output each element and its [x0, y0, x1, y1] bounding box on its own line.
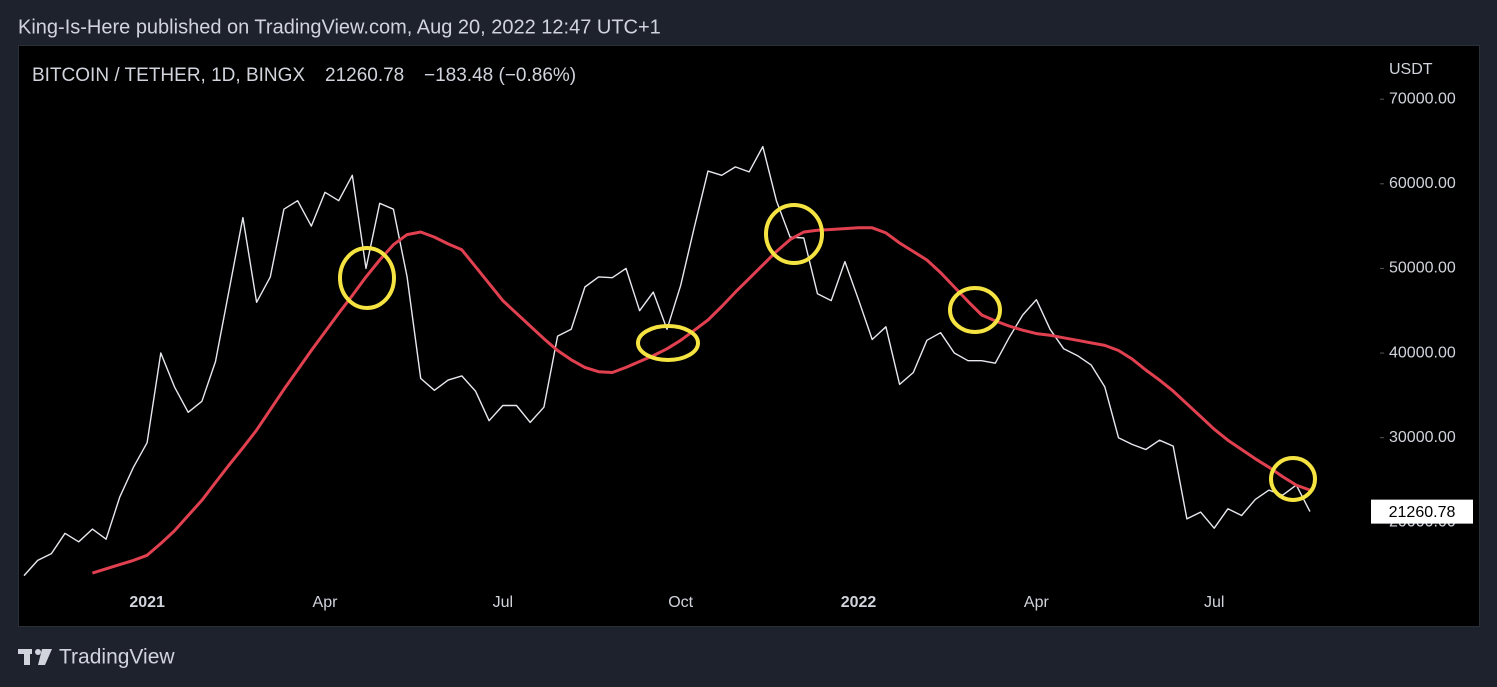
highlight-circle [636, 324, 700, 362]
plot: 20000.0030000.0040000.0050000.0060000.00… [23, 90, 1473, 611]
x-tick-label: 2021 [129, 594, 165, 611]
chart-pane [18, 45, 1480, 627]
y-axis-unit: USDT [1389, 61, 1433, 78]
highlight-circle [338, 246, 396, 310]
footer-brand: TradingView [59, 646, 175, 669]
highlight-circle [1269, 456, 1317, 502]
highlight-circle [764, 203, 824, 265]
last-price: 21260.78 [325, 65, 404, 86]
price-change: −183.48 (−0.86%) [424, 65, 576, 86]
x-tick-label: Apr [313, 594, 339, 611]
last-price-tag: 21260.78 [1371, 499, 1473, 524]
y-tick-label: 30000.00 [1389, 429, 1456, 446]
y-tick-label: 50000.00 [1389, 260, 1456, 277]
highlight-circle [948, 286, 1002, 334]
x-tick-label: Oct [668, 594, 693, 611]
y-tick-label: 40000.00 [1389, 344, 1456, 361]
y-tick-label: 70000.00 [1389, 90, 1456, 107]
y-tick-label: 60000.00 [1389, 175, 1456, 192]
publish-info: King-Is-Here published on TradingView.co… [18, 16, 661, 38]
moving-average [91, 226, 1311, 575]
x-tick-label: 2022 [841, 594, 877, 611]
footer-logo [18, 649, 52, 665]
price-line [23, 145, 1311, 577]
last-price-label: 21260.78 [1389, 504, 1456, 521]
x-tick-label: Apr [1024, 594, 1050, 611]
x-tick-label: Jul [493, 594, 513, 611]
annotations [338, 203, 1317, 502]
chart-title: BITCOIN / TETHER, 1D, BINGX [32, 65, 305, 86]
last-price-box [1371, 499, 1473, 524]
x-tick-label: Jul [1204, 594, 1224, 611]
